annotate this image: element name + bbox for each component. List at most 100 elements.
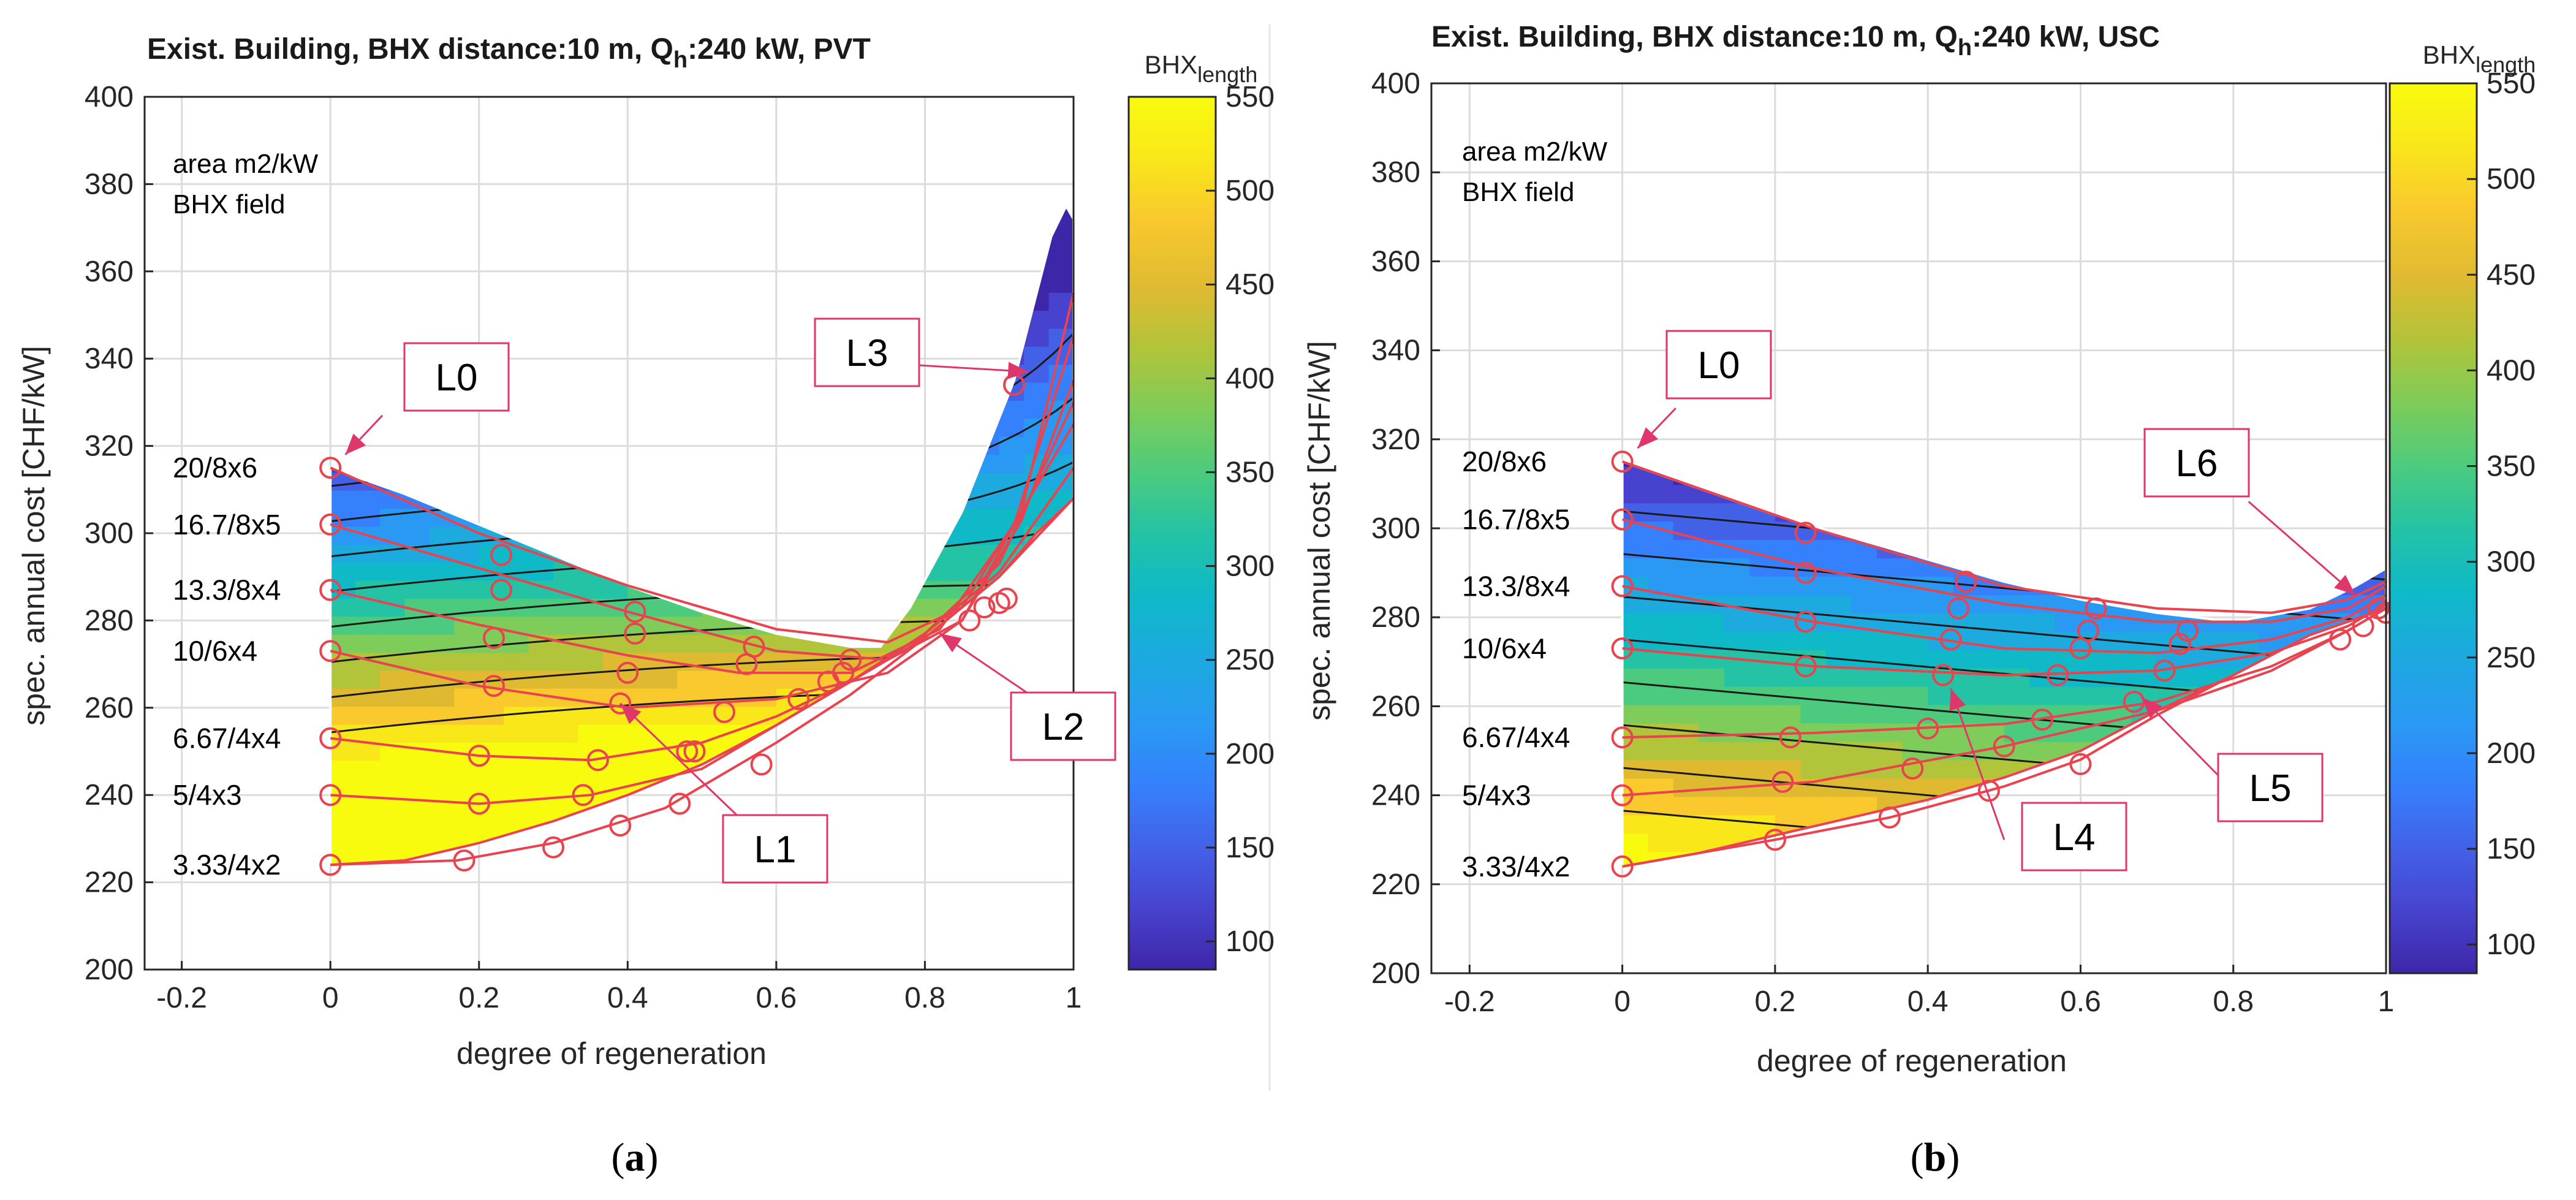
contour-cell [1622,815,1649,834]
contour-cell [429,814,455,833]
contour-cell [380,832,406,851]
contour-cell [1826,796,1852,816]
y-tick-label: 220 [1371,868,1420,901]
contour-cell [677,652,703,671]
contour-cell [1648,667,1674,687]
contour-cell [1622,558,1649,577]
contour-cell [1699,612,1725,632]
contour-cell [355,778,381,797]
contour-cell [2055,631,2082,650]
contour-cell [330,778,356,797]
contour-cell [404,832,430,851]
data-marker [609,692,632,715]
regeneration-curves [330,292,1075,867]
contour-cell [1826,576,1852,595]
colorbar-tick-label: 150 [2487,833,2536,865]
contour-cell [504,652,529,671]
contour-cell [504,724,529,743]
contour-cell [1851,723,1877,742]
y-tick-label: 260 [85,692,134,724]
row-label: 10/6x4 [173,635,257,667]
contour-cell [1673,796,1700,816]
data-marker [453,849,475,872]
data-marker [1939,628,1962,651]
contour-cell [479,652,505,671]
colorbar [1127,96,1217,971]
contour-cell [1851,778,1877,797]
contour-cell [1648,631,1674,650]
contour-cell [355,490,381,509]
contour-cell [2029,612,2056,632]
contour-cell [1800,796,1827,816]
row-label: 3.33/4x2 [173,849,281,881]
contour-cell [330,814,356,833]
contour-cell [330,796,356,815]
callout-arrowhead [620,703,642,724]
contour-cell [429,688,455,707]
annotation-field-b: BHX field [1462,177,1574,207]
contour-cell [404,742,430,761]
contour-cell [1851,649,1877,669]
contour-cell [380,562,406,581]
contour-cell [528,670,554,689]
contour-cell [1673,704,1700,724]
data-marker [319,640,342,663]
callout-arrowhead [1949,688,1966,712]
data-marker [1763,829,1786,851]
y-tick-label: 380 [1371,156,1420,189]
contour-cell [2080,667,2107,687]
contour-cell [1673,741,1700,761]
data-marker [616,661,639,684]
contour-cell [677,706,703,725]
callout-arrowhead [2334,575,2356,595]
x-tick-label: 0.6 [756,982,797,1014]
contour-cell [454,724,480,743]
data-marker [973,596,996,618]
contour-cell [1648,686,1674,705]
contour-cell [1851,558,1877,577]
contour-cell [1648,815,1674,834]
data-marker [958,609,981,632]
contour-cell [1749,612,1776,632]
contour-cell [454,760,480,779]
row-label: 5/4x3 [173,779,242,811]
contour-cell [380,634,406,653]
contour-cell [429,778,455,797]
data-marker [995,587,1018,610]
contour-cell [627,760,653,779]
contour-cell [1800,631,1827,650]
data-marker [319,513,342,536]
contour-cell [429,652,455,671]
data-marker [2069,753,2092,775]
contour-cell [429,796,455,815]
contour-cell [1673,503,1700,522]
contour-cell [355,814,381,833]
contour-cell [1622,833,1649,853]
contour-cell [1851,759,1877,779]
colorbar-tick-label: 500 [1225,175,1275,207]
contour-cell [1648,833,1674,853]
contour-cell [1724,741,1751,761]
x-tick-label: 0.2 [1755,985,1796,1018]
data-marker [490,544,513,566]
contour-cell [1979,667,2005,687]
contour-cell [553,724,579,743]
callout-box [814,317,920,387]
callout-label: L2 [1042,706,1085,748]
contour-cell [1648,503,1674,522]
data-marker [1977,780,2000,802]
row-label: 13.3/8x4 [1462,570,1570,602]
row-label: 5/4x3 [1462,780,1531,811]
contour-cell [1877,594,1903,613]
contour-cell [1622,704,1649,724]
contour-cell [2004,649,2031,669]
contour-cell [578,580,604,599]
colorbar-tick-label: 400 [2487,354,2536,387]
callout-arrow [2248,501,2357,596]
contour-cell [1724,631,1751,650]
callout-arrowhead [1007,362,1029,379]
panel-b: Exist. Building, BHX distance:10 m, Qh:2… [1302,21,2536,1180]
contour-cell [380,544,406,563]
contour-cell [355,688,381,707]
